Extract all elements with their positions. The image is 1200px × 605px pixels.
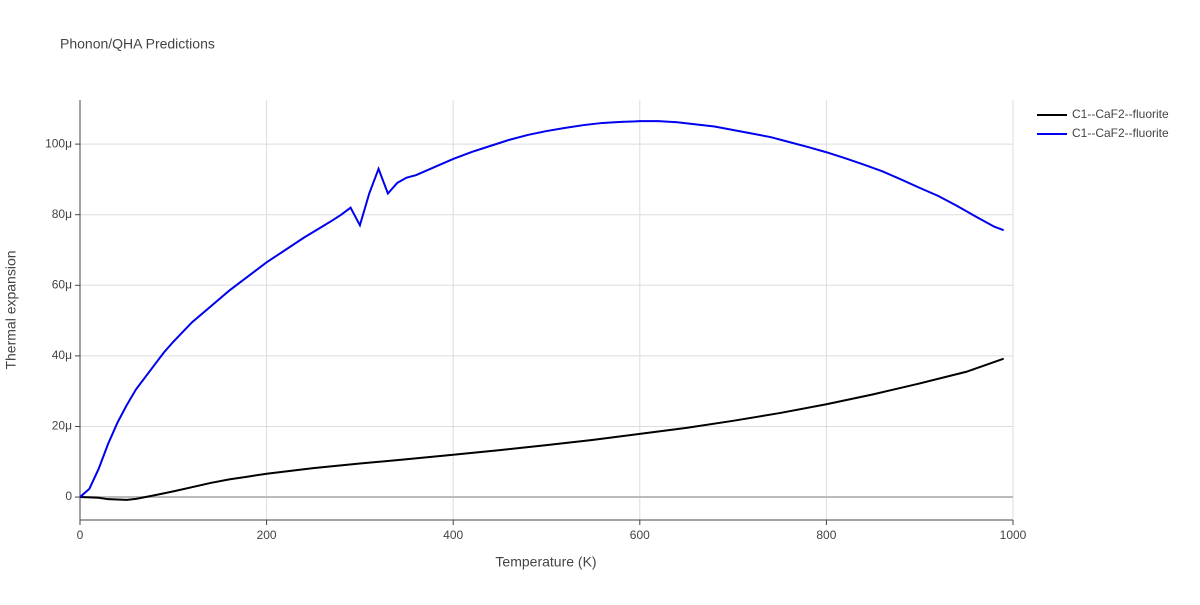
x-tick-label: 0 — [77, 528, 84, 542]
legend-label: C1--CaF2--fluorite — [1072, 107, 1169, 121]
x-tick-label: 400 — [443, 528, 463, 542]
line-series — [79, 357, 1005, 501]
x-tick-label: 800 — [816, 528, 836, 542]
y-tick-label: 80μ — [52, 207, 72, 221]
chart-title: Phonon/QHA Predictions — [60, 36, 215, 52]
line-series — [79, 120, 1005, 498]
x-tick-label: 600 — [630, 528, 650, 542]
y-tick-label: 100μ — [45, 136, 72, 150]
x-tick-label: 1000 — [1000, 528, 1027, 542]
x-axis-label: Temperature (K) — [495, 554, 596, 570]
y-tick-label: 60μ — [52, 277, 72, 291]
y-tick-label: 20μ — [52, 419, 72, 433]
y-tick-label: 0 — [65, 489, 72, 503]
x-tick-label: 200 — [257, 528, 277, 542]
legend-label: C1--CaF2--fluorite — [1072, 126, 1169, 140]
y-tick-label: 40μ — [52, 348, 72, 362]
legend-item: C1--CaF2--fluorite — [1037, 107, 1169, 121]
y-axis-label: Thermal expansion — [3, 250, 19, 369]
legend-item: C1--CaF2--fluorite — [1037, 126, 1169, 140]
